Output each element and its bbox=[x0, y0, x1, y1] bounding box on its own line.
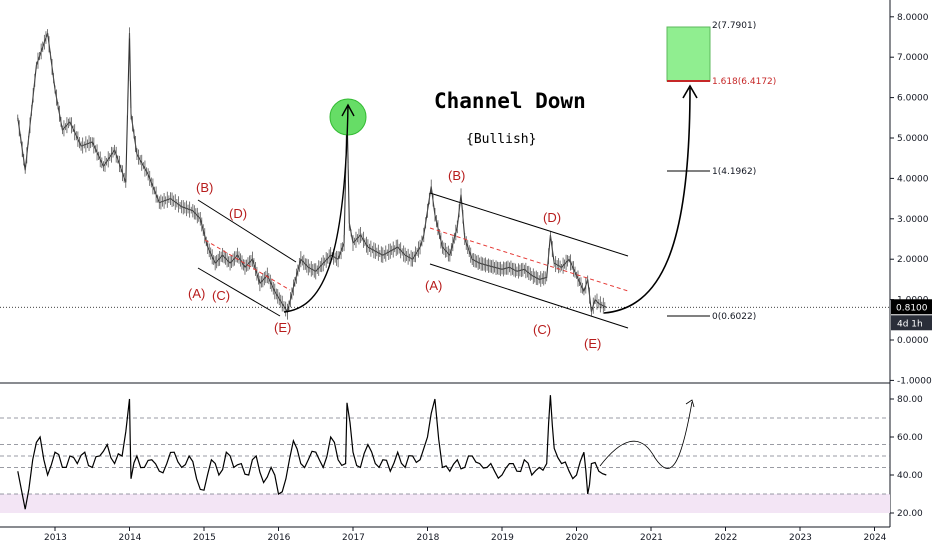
projection-arrow-2-head bbox=[682, 84, 698, 99]
fib-0-label: 0(0.6022) bbox=[712, 312, 756, 322]
price-badge-text: 0.8100 bbox=[896, 303, 928, 313]
wave-label: (B) bbox=[196, 180, 213, 195]
wave-label: (E) bbox=[584, 336, 601, 351]
annotation-layer: 2(7.7901) 1.618(6.4172) 1(4.1962) 0(0.6022)… bbox=[188, 21, 776, 351]
rsi-projection-arrowhead bbox=[685, 399, 695, 408]
channel-2-lower-line bbox=[429, 263, 629, 329]
target-box bbox=[666, 26, 711, 82]
fib-2-label: 2(7.7901) bbox=[712, 21, 756, 31]
wave-label: (D) bbox=[229, 206, 247, 221]
y-tick-label: 5.0000 bbox=[897, 134, 929, 144]
x-tick-label: 2023 bbox=[789, 533, 812, 543]
channel-2-upper-line bbox=[429, 192, 629, 257]
rsi-pane: 80.00 60.00 40.00 20.00 bbox=[0, 395, 923, 519]
fib-1618-label: 1.618(6.4172) bbox=[712, 77, 776, 87]
x-tick-label: 2014 bbox=[119, 533, 142, 543]
wave-label: (B) bbox=[448, 168, 465, 183]
price-pane: 8.0000 7.0000 6.0000 5.0000 4.0000 3.0000 2.00… bbox=[0, 0, 932, 527]
wave-label: (A) bbox=[188, 286, 205, 301]
wave-label: (E) bbox=[274, 320, 291, 335]
chart-title: Channel Down bbox=[434, 89, 586, 113]
x-tick-label: 2022 bbox=[715, 533, 738, 543]
rsi-y-tick-label: 20.00 bbox=[897, 509, 923, 519]
x-tick-label: 2013 bbox=[44, 533, 67, 543]
channel-1-lower-line bbox=[197, 267, 281, 317]
wave-label: (C) bbox=[533, 322, 551, 337]
rsi-projection-curve bbox=[599, 401, 693, 469]
projection-arrow-1 bbox=[283, 104, 349, 313]
channel-1-upper-line bbox=[197, 199, 297, 263]
rsi-y-tick-label: 40.00 bbox=[897, 471, 923, 481]
wave-label: (D) bbox=[543, 210, 561, 225]
y-tick-label: 7.0000 bbox=[897, 53, 929, 63]
y-tick-label: 4.0000 bbox=[897, 174, 929, 184]
projection-arrow-2 bbox=[603, 87, 691, 314]
oversold-band bbox=[0, 494, 890, 513]
x-tick-label: 2018 bbox=[417, 533, 440, 543]
price-badge bbox=[891, 299, 932, 315]
timer-badge-text: 4d 1h bbox=[897, 319, 923, 329]
rsi-series bbox=[17, 395, 607, 510]
x-tick-label: 2020 bbox=[566, 533, 589, 543]
projection-arrow-1-head bbox=[341, 103, 355, 117]
fib-1-label: 1(4.1962) bbox=[712, 167, 756, 177]
y-tick-label: 8.0000 bbox=[897, 13, 929, 23]
x-tick-label: 2015 bbox=[193, 533, 216, 543]
y-tick-label: 2.0000 bbox=[897, 255, 929, 265]
rsi-y-tick-label: 80.00 bbox=[897, 395, 923, 405]
wave-label: (C) bbox=[212, 288, 230, 303]
x-tick-label: 2017 bbox=[342, 533, 365, 543]
y-tick-label: 3.0000 bbox=[897, 215, 929, 225]
channel-1-midline bbox=[204, 239, 291, 291]
y-tick-label: -1.0000 bbox=[897, 376, 932, 386]
rsi-y-tick-label: 60.00 bbox=[897, 433, 923, 443]
y-tick-label: 0.0000 bbox=[897, 336, 929, 346]
x-tick-label: 2019 bbox=[491, 533, 514, 543]
x-axis: 2013 2014 2015 2016 2017 2018 2019 2020 2021 2022… bbox=[0, 526, 890, 543]
x-tick-label: 2021 bbox=[640, 533, 663, 543]
chart-subtitle: {Bullish} bbox=[466, 132, 536, 147]
wave-label: (A) bbox=[425, 278, 442, 293]
timer-badge bbox=[891, 315, 932, 331]
y-tick-label: 6.0000 bbox=[897, 94, 929, 104]
x-tick-label: 2016 bbox=[268, 533, 291, 543]
x-tick-label: 2024 bbox=[864, 533, 887, 543]
